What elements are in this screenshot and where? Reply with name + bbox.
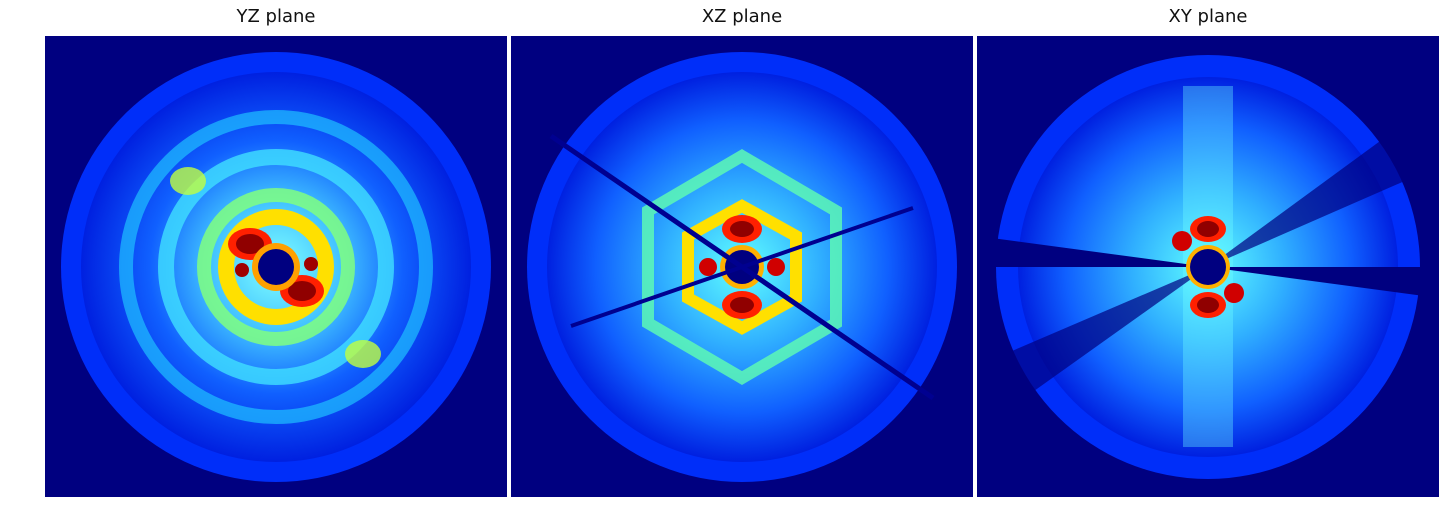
- diffraction-image-yz: [45, 36, 507, 497]
- diffraction-svg-xy: [977, 55, 1439, 479]
- diffraction-svg-xz: [527, 52, 957, 482]
- panel-xy: XY plane: [977, 0, 1439, 531]
- diffraction-svg-yz: [61, 52, 491, 482]
- panel-yz: YZ plane: [45, 0, 507, 531]
- panel-title: YZ plane: [236, 6, 316, 27]
- panel-title: XZ plane: [701, 6, 783, 27]
- panel-title: XY plane: [1168, 6, 1248, 27]
- diffraction-image-xy: [977, 36, 1439, 497]
- diffraction-image-xz: [511, 36, 973, 497]
- panel-xz: XZ plane: [511, 0, 973, 531]
